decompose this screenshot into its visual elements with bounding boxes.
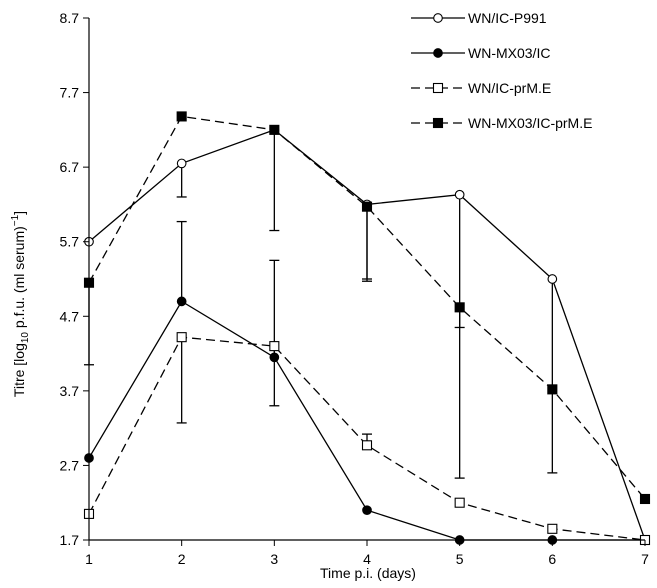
legend-marker bbox=[433, 48, 443, 58]
y-axis-title-middle: p.f.u. (ml serum) bbox=[11, 226, 27, 332]
data-point bbox=[361, 201, 373, 212]
axes: 1.7 2.7 3.7 4.7 5.7 6.7 7.7 8.7 1 2 3 4 5 6 7 bbox=[60, 10, 650, 567]
x-tick-label: 5 bbox=[456, 551, 464, 567]
data-point bbox=[362, 505, 372, 516]
data-point bbox=[454, 302, 465, 313]
legend-marker bbox=[432, 82, 444, 94]
data-point bbox=[176, 158, 187, 169]
data-point bbox=[454, 497, 465, 508]
y-axis-title-prefix: Titre [log bbox=[11, 343, 27, 397]
legend-label: WN-MX03/IC bbox=[468, 45, 550, 61]
legend-item: WN-MX03/IC bbox=[411, 45, 550, 61]
x-tick-label: 4 bbox=[363, 551, 371, 567]
x-tick-label: 6 bbox=[548, 551, 556, 567]
y-axis-title-subscript: 10 bbox=[20, 332, 31, 344]
x-tick-label: 3 bbox=[270, 551, 278, 567]
data-point bbox=[361, 440, 373, 451]
y-tick-label: 5.7 bbox=[60, 234, 80, 250]
data-point bbox=[547, 384, 558, 395]
legend-item: WN-MX03/IC-prM.E bbox=[411, 115, 592, 131]
y-axis-title-suffix: ] bbox=[11, 211, 27, 215]
data-point bbox=[547, 274, 558, 284]
x-axis-title: Time p.i. (days) bbox=[320, 565, 416, 581]
y-tick-label: 1.7 bbox=[60, 532, 80, 548]
data-point bbox=[176, 332, 187, 343]
y-tick-label: 6.7 bbox=[60, 159, 80, 175]
legend-marker bbox=[432, 117, 444, 129]
x-tick-label: 7 bbox=[641, 551, 649, 567]
legend-label: WN-MX03/IC-prM.E bbox=[468, 115, 592, 131]
plot-area bbox=[83, 111, 651, 546]
legend-label: WN/IC-P991 bbox=[468, 10, 547, 26]
series-line bbox=[88, 129, 646, 541]
y-tick-label: 4.7 bbox=[60, 308, 80, 324]
data-point bbox=[269, 124, 280, 135]
y-tick-label: 8.7 bbox=[60, 10, 80, 26]
y-axis-title: Titre [log10 p.f.u. (ml serum)−1] bbox=[10, 211, 31, 397]
series-line bbox=[88, 300, 645, 541]
data-point bbox=[547, 523, 558, 534]
series-wn-ic-p991 bbox=[84, 125, 650, 545]
y-tick-label: 2.7 bbox=[60, 457, 80, 473]
data-point bbox=[269, 341, 280, 352]
legend-marker bbox=[433, 13, 443, 23]
y-tick-label: 7.7 bbox=[60, 85, 80, 101]
legend: WN/IC-P991 WN-MX03/IC WN/IC-prM.E WN-MX03/I… bbox=[411, 10, 592, 131]
x-tick-label: 2 bbox=[178, 551, 186, 567]
data-point bbox=[639, 493, 651, 505]
data-point bbox=[454, 189, 465, 200]
y-tick-label: 3.7 bbox=[60, 383, 80, 399]
y-axis-title-superscript: −1 bbox=[10, 214, 21, 226]
data-point bbox=[176, 296, 187, 307]
legend-label: WN/IC-prM.E bbox=[468, 80, 551, 96]
data-point bbox=[176, 111, 187, 122]
legend-item: WN/IC-P991 bbox=[411, 10, 547, 26]
legend-item: WN/IC-prM.E bbox=[411, 80, 551, 96]
x-tick-label: 1 bbox=[85, 551, 93, 567]
